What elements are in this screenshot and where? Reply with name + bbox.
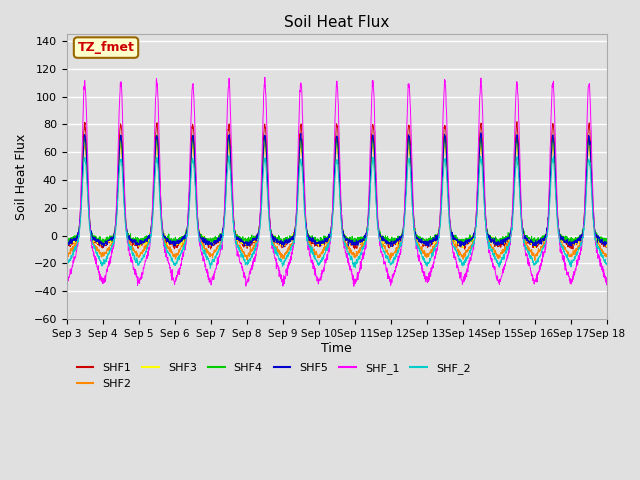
SHF_1 xyxy=(350,283,358,289)
SHF3 xyxy=(210,238,218,243)
SHF4 xyxy=(441,132,449,138)
SHF_2 xyxy=(63,261,70,267)
SHF1 xyxy=(398,232,406,238)
SHF2 xyxy=(153,138,161,144)
SHF_1 xyxy=(497,274,505,279)
SHF_2 xyxy=(342,246,350,252)
SHF_1 xyxy=(580,222,588,228)
Y-axis label: Soil Heat Flux: Soil Heat Flux xyxy=(15,133,28,220)
SHF_1 xyxy=(342,252,350,257)
SHF_2 xyxy=(399,235,406,241)
SHF4 xyxy=(497,236,505,241)
Line: SHF3: SHF3 xyxy=(67,138,607,248)
SHF1 xyxy=(603,245,611,251)
SHF_2 xyxy=(497,260,505,265)
SHF_2 xyxy=(163,248,171,253)
SHF5 xyxy=(603,240,611,246)
SHF4 xyxy=(342,234,349,240)
SHF3 xyxy=(497,240,505,246)
SHF4 xyxy=(398,230,406,236)
SHF1 xyxy=(497,243,505,249)
SHF3 xyxy=(369,135,377,141)
SHF_2 xyxy=(603,261,611,267)
Line: SHF2: SHF2 xyxy=(67,141,607,261)
SHF_1 xyxy=(261,74,269,80)
SHF2 xyxy=(531,258,539,264)
SHF3 xyxy=(63,240,70,245)
SHF_2 xyxy=(580,226,588,232)
SHF5 xyxy=(63,241,70,247)
SHF_2 xyxy=(207,265,214,271)
SHF1 xyxy=(461,246,468,252)
SHF2 xyxy=(63,253,70,259)
Line: SHF_2: SHF_2 xyxy=(67,156,607,268)
SHF4 xyxy=(63,239,70,244)
SHF3 xyxy=(603,242,611,248)
SHF_1 xyxy=(63,281,70,287)
Line: SHF5: SHF5 xyxy=(67,133,607,247)
SHF4 xyxy=(492,242,500,248)
SHF3 xyxy=(342,235,349,241)
SHF5 xyxy=(399,231,406,237)
SHF1 xyxy=(580,222,588,228)
SHF1 xyxy=(513,119,521,125)
Text: TZ_fmet: TZ_fmet xyxy=(77,41,134,54)
SHF5 xyxy=(342,237,350,243)
SHF5 xyxy=(580,220,588,226)
SHF4 xyxy=(210,239,218,245)
SHF2 xyxy=(164,245,172,251)
SHF3 xyxy=(399,232,406,238)
Legend: SHF1, SHF2, SHF3, SHF4, SHF5, SHF_1, SHF_2: SHF1, SHF2, SHF3, SHF4, SHF5, SHF_1, SHF… xyxy=(72,359,475,393)
Line: SHF4: SHF4 xyxy=(67,135,607,245)
Line: SHF_1: SHF_1 xyxy=(67,77,607,286)
SHF5 xyxy=(497,241,505,247)
SHF_2 xyxy=(225,153,233,158)
SHF3 xyxy=(580,222,588,228)
SHF2 xyxy=(342,241,350,247)
SHF5 xyxy=(163,235,171,241)
SHF2 xyxy=(603,254,611,260)
SHF4 xyxy=(603,238,611,243)
SHF5 xyxy=(210,240,218,245)
SHF_1 xyxy=(603,281,611,287)
SHF1 xyxy=(342,233,349,239)
SHF2 xyxy=(580,225,588,231)
SHF1 xyxy=(63,242,70,248)
SHF2 xyxy=(399,234,406,240)
SHF1 xyxy=(210,242,218,248)
SHF2 xyxy=(497,251,505,256)
SHF_2 xyxy=(211,258,218,264)
SHF_1 xyxy=(210,273,218,278)
Title: Soil Heat Flux: Soil Heat Flux xyxy=(284,15,390,30)
SHF2 xyxy=(211,247,218,253)
X-axis label: Time: Time xyxy=(321,342,352,355)
SHF4 xyxy=(163,237,171,242)
SHF3 xyxy=(163,237,171,243)
SHF3 xyxy=(460,245,467,251)
SHF4 xyxy=(580,224,588,230)
SHF1 xyxy=(163,238,171,244)
SHF5 xyxy=(280,244,287,250)
SHF5 xyxy=(477,130,484,136)
Line: SHF1: SHF1 xyxy=(67,122,607,249)
SHF_1 xyxy=(399,236,406,242)
SHF_1 xyxy=(163,257,171,263)
